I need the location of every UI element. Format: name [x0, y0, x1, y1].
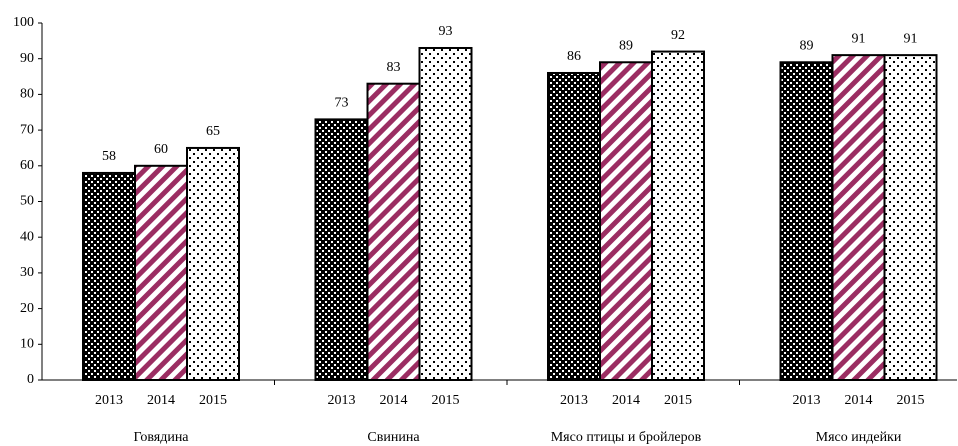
- series-label: 2013: [560, 393, 588, 408]
- value-label: 89: [619, 38, 633, 53]
- bar: [883, 54, 938, 381]
- bar: [186, 146, 240, 381]
- value-label: 60: [154, 142, 168, 157]
- value-label: 91: [904, 31, 918, 46]
- y-tick-label: 70: [20, 122, 34, 137]
- y-tick-label: 60: [20, 158, 34, 173]
- y-tick-label: 100: [13, 15, 34, 30]
- bar: [779, 61, 834, 382]
- y-tick-label: 50: [20, 194, 34, 209]
- series-label: 2013: [95, 393, 123, 408]
- y-tick-label: 40: [20, 229, 34, 244]
- value-label: 89: [800, 38, 814, 53]
- x-tick-label: Говядина: [133, 430, 189, 445]
- value-label: 93: [439, 24, 453, 39]
- bar: [418, 46, 473, 382]
- series-label: 2014: [380, 393, 408, 408]
- series-label: 2015: [432, 393, 460, 408]
- value-label: 92: [671, 28, 685, 43]
- bar: [134, 164, 188, 381]
- value-label: 83: [387, 60, 401, 75]
- series-label: 2015: [199, 393, 227, 408]
- x-tick-label: Мясо птицы и бройлеров: [551, 430, 702, 445]
- series-label: 2013: [328, 393, 356, 408]
- x-tick-label: Свинина: [367, 430, 420, 445]
- series-label: 2014: [612, 393, 640, 408]
- bar: [547, 71, 601, 381]
- bar: [366, 82, 421, 381]
- x-tick-label: Мясо индейки: [816, 430, 902, 445]
- y-tick-label: 30: [20, 265, 34, 280]
- series-label: 2014: [845, 393, 873, 408]
- y-tick-label: 80: [20, 87, 34, 102]
- value-label: 58: [102, 149, 116, 164]
- value-label: 86: [567, 49, 581, 64]
- bar: [82, 171, 136, 381]
- bar: [599, 61, 653, 382]
- series-label: 2015: [897, 393, 925, 408]
- y-tick-label: 20: [20, 301, 34, 316]
- value-label: 73: [335, 96, 349, 111]
- bar: [651, 50, 705, 382]
- y-tick-label: 10: [20, 337, 34, 352]
- value-label: 65: [206, 124, 220, 139]
- series-label: 2014: [147, 393, 175, 408]
- bar: [314, 118, 369, 381]
- bar: [831, 54, 886, 381]
- y-tick-label: 90: [20, 51, 34, 66]
- series-label: 2015: [664, 393, 692, 408]
- series-label: 2013: [793, 393, 821, 408]
- value-label: 91: [852, 31, 866, 46]
- y-tick-label: 0: [27, 372, 34, 387]
